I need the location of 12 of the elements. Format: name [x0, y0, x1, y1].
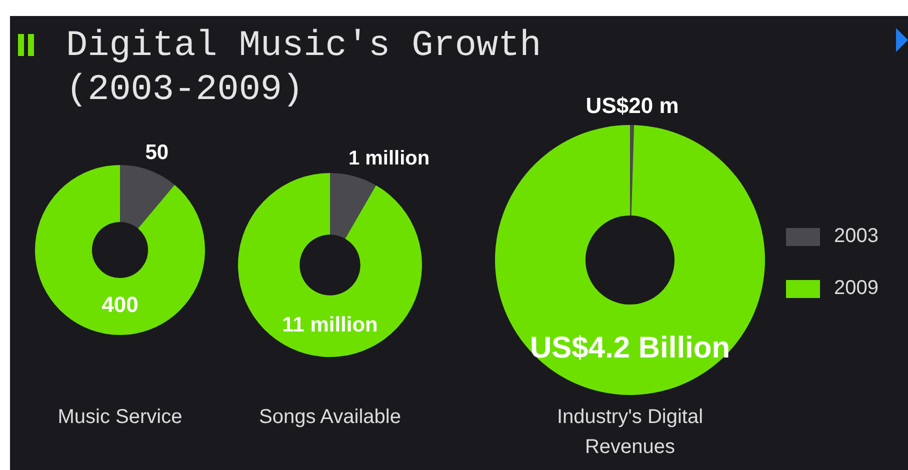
data-label: 50: [145, 141, 169, 164]
data-label: 11 million: [282, 314, 378, 337]
text: Music Service: [56, 405, 184, 430]
legend-label: 2003: [833, 224, 878, 248]
data-label: 1 million: [348, 147, 430, 170]
data-label: 400: [102, 292, 138, 318]
legend-label: 2009: [833, 276, 878, 300]
text: Songs Available: [258, 405, 402, 430]
data-label: US$20 m: [586, 93, 679, 118]
text: Industry's Digital Revenues: [556, 405, 704, 460]
data-label: US$4.2 Billion: [530, 331, 730, 364]
text: Digital Music's Growth (2003-2009): [66, 24, 542, 112]
